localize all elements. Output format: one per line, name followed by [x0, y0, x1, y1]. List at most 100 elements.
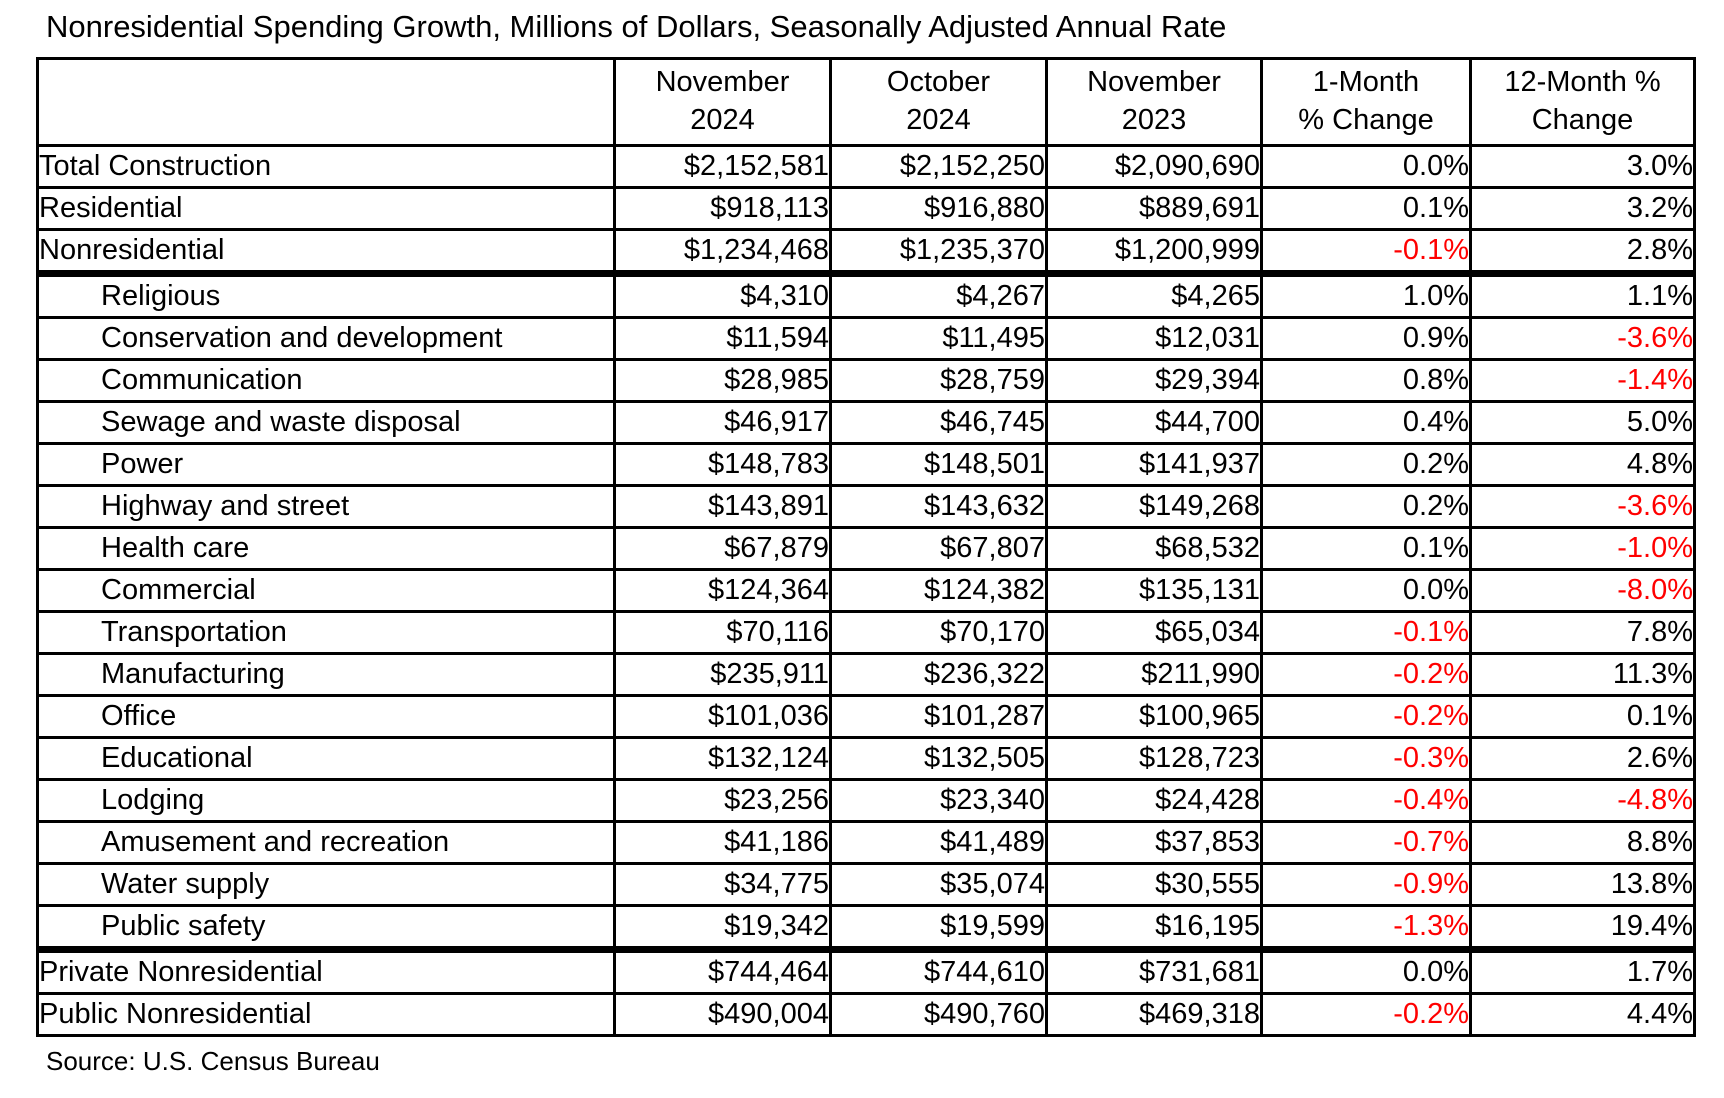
column-header-october-2024: October 2024: [829, 57, 1048, 147]
table-row: Educational $132,124 $132,505 $128,723 -0.3%…: [36, 736, 1696, 781]
cell-12-month-change: 4.4%: [1469, 992, 1696, 1037]
cell-oct-2024: $236,322: [829, 652, 1048, 697]
cell-nov-2024: $1,234,468: [613, 228, 832, 277]
cell-nov-2024: $918,113: [613, 186, 832, 231]
row-label: Highway and street: [36, 484, 616, 529]
cell-1-month-change: 0.1%: [1260, 186, 1472, 231]
cell-nov-2024: $4,310: [613, 272, 832, 319]
table-body: Total Construction $2,152,581 $2,152,250 $2…: [36, 144, 1696, 1037]
cell-1-month-change: -0.2%: [1260, 992, 1472, 1037]
cell-nov-2023: $2,090,690: [1045, 144, 1263, 189]
table-row: Office $101,036 $101,287 $100,965 -0.2% 0.1%: [36, 694, 1696, 739]
cell-1-month-change: -0.1%: [1260, 228, 1472, 277]
cell-nov-2024: $19,342: [613, 904, 832, 953]
column-header-line: 12-Month %: [1504, 66, 1661, 99]
cell-oct-2024: $132,505: [829, 736, 1048, 781]
cell-oct-2024: $41,489: [829, 820, 1048, 865]
cell-nov-2024: $235,911: [613, 652, 832, 697]
column-header-november-2023: November 2023: [1045, 57, 1263, 147]
row-label: Power: [36, 442, 616, 487]
row-label: Religious: [36, 272, 616, 319]
cell-nov-2024: $23,256: [613, 778, 832, 823]
column-header-line: Change: [1531, 104, 1634, 136]
cell-12-month-change: 5.0%: [1469, 400, 1696, 445]
cell-nov-2023: $135,131: [1045, 568, 1263, 613]
table-row: Power $148,783 $148,501 $141,937 0.2% 4.8%: [36, 442, 1696, 487]
table-row: Private Nonresidential $744,464 $744,610 $7…: [36, 948, 1696, 995]
cell-oct-2024: $2,152,250: [829, 144, 1048, 189]
table-row: Public Nonresidential $490,004 $490,760 $46…: [36, 992, 1696, 1037]
cell-12-month-change: 1.1%: [1469, 272, 1696, 319]
cell-nov-2023: $889,691: [1045, 186, 1263, 231]
row-label: Commercial: [36, 568, 616, 613]
cell-12-month-change: -1.0%: [1469, 526, 1696, 571]
cell-12-month-change: 7.8%: [1469, 610, 1696, 655]
cell-nov-2024: $70,116: [613, 610, 832, 655]
cell-oct-2024: $19,599: [829, 904, 1048, 953]
cell-nov-2023: $1,200,999: [1045, 228, 1263, 277]
cell-nov-2023: $29,394: [1045, 358, 1263, 403]
cell-1-month-change: -1.3%: [1260, 904, 1472, 953]
row-label: Water supply: [36, 862, 616, 907]
cell-oct-2024: $11,495: [829, 316, 1048, 361]
row-label: Residential: [36, 186, 616, 231]
table-row: Total Construction $2,152,581 $2,152,250 $2…: [36, 144, 1696, 189]
cell-nov-2023: $4,265: [1045, 272, 1263, 319]
cell-nov-2023: $24,428: [1045, 778, 1263, 823]
cell-1-month-change: 1.0%: [1260, 272, 1472, 319]
cell-oct-2024: $143,632: [829, 484, 1048, 529]
row-label: Public Nonresidential: [36, 992, 616, 1037]
header-row: November 2024 October 2024 November 2023…: [36, 57, 1696, 147]
cell-oct-2024: $148,501: [829, 442, 1048, 487]
row-label: Total Construction: [36, 144, 616, 189]
cell-nov-2024: $490,004: [613, 992, 832, 1037]
cell-nov-2024: $132,124: [613, 736, 832, 781]
column-header-line: % Change: [1298, 104, 1434, 136]
cell-12-month-change: 3.0%: [1469, 144, 1696, 189]
cell-nov-2023: $65,034: [1045, 610, 1263, 655]
cell-nov-2023: $731,681: [1045, 948, 1263, 995]
table-row: Health care $67,879 $67,807 $68,532 0.1% -1.0…: [36, 526, 1696, 571]
column-header-line: October: [886, 66, 991, 99]
row-label: Manufacturing: [36, 652, 616, 697]
cell-nov-2024: $67,879: [613, 526, 832, 571]
column-header-november-2024: November 2024: [613, 57, 832, 147]
row-label: Sewage and waste disposal: [36, 400, 616, 445]
cell-nov-2023: $469,318: [1045, 992, 1263, 1037]
column-header-1-month-change: 1-Month % Change: [1260, 57, 1472, 147]
row-label: Health care: [36, 526, 616, 571]
cell-1-month-change: 0.2%: [1260, 442, 1472, 487]
row-label: Nonresidential: [36, 228, 616, 277]
cell-nov-2023: $128,723: [1045, 736, 1263, 781]
table-row: Commercial $124,364 $124,382 $135,131 0.0% -8…: [36, 568, 1696, 613]
cell-nov-2024: $11,594: [613, 316, 832, 361]
row-label: Office: [36, 694, 616, 739]
cell-nov-2024: $41,186: [613, 820, 832, 865]
cell-nov-2024: $28,985: [613, 358, 832, 403]
cell-oct-2024: $35,074: [829, 862, 1048, 907]
table-row: Transportation $70,116 $70,170 $65,034 -0.1%…: [36, 610, 1696, 655]
row-label: Conservation and development: [36, 316, 616, 361]
cell-nov-2023: $141,937: [1045, 442, 1263, 487]
cell-nov-2023: $211,990: [1045, 652, 1263, 697]
row-label: Lodging: [36, 778, 616, 823]
cell-nov-2024: $101,036: [613, 694, 832, 739]
table-row: Public safety $19,342 $19,599 $16,195 -1.3% 1…: [36, 904, 1696, 953]
cell-oct-2024: $124,382: [829, 568, 1048, 613]
column-header-category: [36, 57, 616, 147]
cell-nov-2024: $124,364: [613, 568, 832, 613]
cell-1-month-change: -0.9%: [1260, 862, 1472, 907]
cell-12-month-change: -8.0%: [1469, 568, 1696, 613]
cell-nov-2024: $2,152,581: [613, 144, 832, 189]
table-row: Lodging $23,256 $23,340 $24,428 -0.4% -4.8%: [36, 778, 1696, 823]
cell-12-month-change: -3.6%: [1469, 316, 1696, 361]
cell-oct-2024: $46,745: [829, 400, 1048, 445]
table-row: Nonresidential $1,234,468 $1,235,370 $1,200…: [36, 228, 1696, 277]
column-header-line: November: [1087, 66, 1221, 99]
cell-1-month-change: 0.4%: [1260, 400, 1472, 445]
column-header-line: 2024: [690, 104, 755, 136]
cell-oct-2024: $67,807: [829, 526, 1048, 571]
cell-nov-2023: $149,268: [1045, 484, 1263, 529]
cell-12-month-change: 19.4%: [1469, 904, 1696, 953]
column-header-line: November: [655, 66, 790, 99]
